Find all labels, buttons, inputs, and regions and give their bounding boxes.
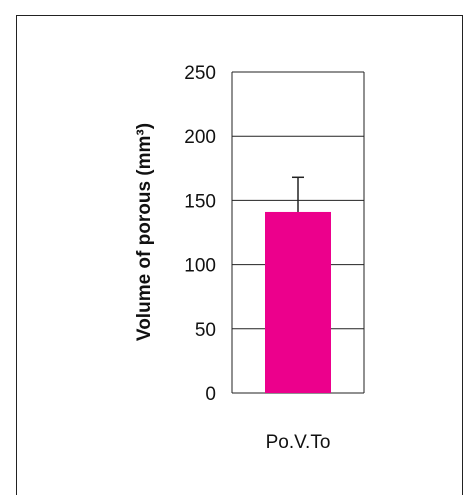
y-axis-label: Volume of porous (mm³) <box>134 123 155 341</box>
x-tick-label: Po.V.To <box>266 432 331 453</box>
bars <box>265 176 331 393</box>
bar-chart: 0 50 100 150 200 250 Po.V.To Volume of porous… <box>134 63 365 453</box>
y-tick-label: 250 <box>184 63 216 84</box>
y-tick-label: 150 <box>184 191 216 212</box>
y-tick-labels: 0 50 100 150 200 250 <box>184 63 216 405</box>
bar <box>265 211 331 393</box>
y-tick-label: 200 <box>184 127 216 148</box>
y-tick-label: 100 <box>184 256 216 277</box>
x-tick-labels: Po.V.To <box>266 432 331 453</box>
chart-frame <box>16 15 463 495</box>
y-tick-label: 0 <box>205 384 216 405</box>
y-tick-label: 50 <box>195 320 216 341</box>
